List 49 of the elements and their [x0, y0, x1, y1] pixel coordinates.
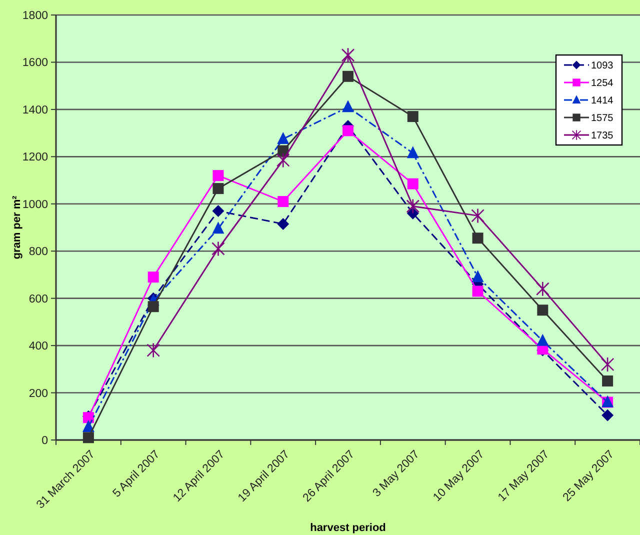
- point: [406, 146, 419, 158]
- point: [146, 342, 160, 358]
- y-tick-label: 1600: [22, 57, 48, 70]
- legend-label: 1254: [591, 78, 614, 89]
- point: [341, 47, 355, 63]
- point: [472, 286, 484, 297]
- y-tick-label: 1000: [22, 198, 48, 211]
- y-tick-label: 0: [42, 435, 48, 448]
- legend-label: 1093: [591, 60, 614, 72]
- point: [278, 196, 289, 208]
- point: [407, 178, 418, 190]
- y-axis-title: gram per m²: [11, 195, 23, 260]
- point: [342, 100, 354, 112]
- y-tick-label: 1800: [22, 10, 48, 22]
- y-tick-label: 600: [28, 293, 48, 306]
- y-tick-label: 400: [28, 340, 48, 353]
- y-tick-label: 1200: [22, 152, 48, 164]
- point: [602, 375, 614, 386]
- point: [277, 218, 290, 230]
- x-axis-title: harvest period: [310, 522, 386, 534]
- point: [148, 301, 159, 312]
- point: [212, 170, 224, 182]
- point: [537, 304, 548, 316]
- point: [277, 132, 290, 144]
- point: [600, 356, 614, 372]
- legend-label: 1575: [591, 113, 614, 124]
- point: [472, 270, 484, 282]
- legend-label: 1735: [591, 130, 614, 142]
- point: [342, 125, 354, 136]
- point: [602, 409, 614, 422]
- point: [407, 111, 418, 122]
- point: [406, 198, 420, 214]
- point: [536, 281, 550, 297]
- point: [212, 204, 224, 217]
- point: [212, 183, 224, 194]
- y-tick-label: 1400: [22, 104, 48, 116]
- point: [342, 70, 354, 82]
- point: [148, 272, 159, 283]
- point: [212, 241, 225, 256]
- point: [82, 432, 94, 444]
- legend-label: 1414: [591, 96, 614, 106]
- point: [212, 222, 224, 234]
- y-tick-label: 200: [28, 388, 48, 400]
- point: [471, 208, 484, 224]
- point: [276, 152, 290, 168]
- point: [472, 232, 484, 244]
- point: [536, 334, 549, 346]
- point: [82, 420, 94, 432]
- y-tick-label: 800: [28, 246, 48, 258]
